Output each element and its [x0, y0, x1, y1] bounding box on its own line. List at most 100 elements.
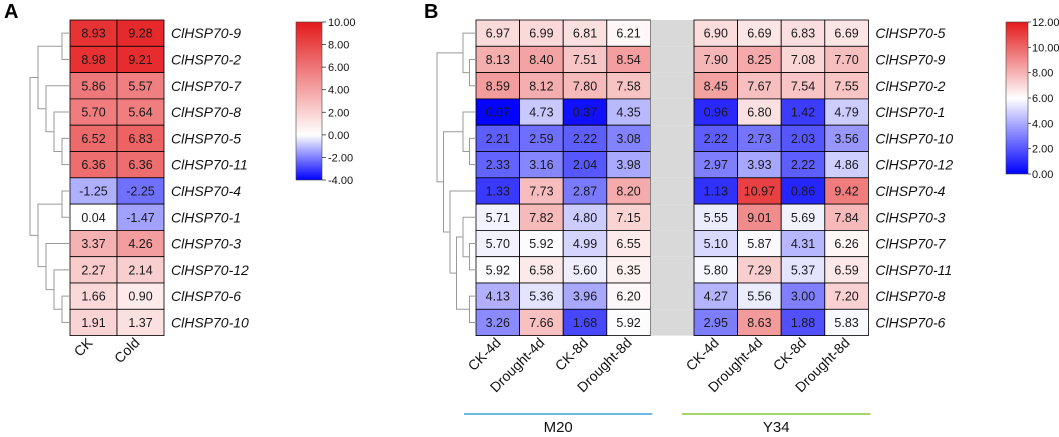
heatmap-cell — [824, 98, 869, 126]
legend-tick-label: 0.00 — [1032, 169, 1053, 181]
cell-value: 8.59 — [486, 79, 510, 93]
heatmap-cell — [606, 72, 651, 100]
cell-value: 0.37 — [573, 106, 597, 120]
heatmap-cell — [824, 45, 869, 73]
heatmap-cell — [824, 282, 869, 310]
cell-value: 6.90 — [704, 27, 728, 41]
cell-value: 9.28 — [128, 27, 152, 41]
row-label: ClHSP70-2 — [875, 78, 945, 94]
heatmap-cell — [824, 151, 869, 179]
heatmap-cell — [562, 19, 608, 47]
cell-value: 5.64 — [128, 106, 152, 120]
heatmap-cell — [780, 282, 826, 310]
column-label: CK — [71, 334, 97, 360]
cell-value: 6.52 — [81, 132, 105, 146]
heatmap-cell — [562, 229, 608, 258]
cell-value: 6.36 — [128, 158, 152, 172]
heatmap-cell — [116, 177, 165, 205]
heatmap-cell — [824, 124, 869, 152]
legend-tick-label: 2.00 — [328, 107, 349, 119]
legend-tick-label: 6.00 — [328, 62, 349, 74]
heatmap-cell — [475, 19, 520, 47]
heatmap-cell — [780, 256, 826, 284]
gap-cell — [650, 177, 694, 205]
row-label: ClHSP70-3 — [171, 236, 241, 252]
heatmap-cell — [116, 72, 165, 100]
cell-value: 1.91 — [81, 316, 105, 330]
group-label: M20 — [544, 419, 573, 436]
heatmap-cell — [116, 19, 165, 47]
heatmap-cell — [475, 282, 520, 310]
column-label: CK-8d — [552, 334, 591, 373]
color-legend-bar — [1005, 21, 1029, 175]
dendrogram-branch — [29, 77, 38, 236]
legend-tick-label: 0.00 — [328, 130, 349, 142]
cell-value: 10.97 — [744, 184, 775, 198]
cell-value: 7.90 — [704, 53, 728, 67]
cell-value: 8.63 — [747, 316, 771, 330]
cell-value: 6.83 — [128, 132, 152, 146]
heatmap-cell — [562, 177, 608, 205]
heatmap-cell — [737, 98, 782, 126]
cell-value: 2.04 — [573, 158, 597, 172]
cell-value: 2.22 — [704, 132, 728, 146]
cell-value: 2.21 — [486, 132, 510, 146]
cell-value: 4.31 — [791, 237, 815, 251]
heatmap-cell — [116, 308, 165, 336]
heatmap-cell — [606, 98, 651, 126]
cell-value: 3.26 — [486, 316, 510, 330]
heatmap-cell — [69, 308, 118, 336]
cell-value: 8.13 — [486, 53, 510, 67]
cell-value: 2.22 — [791, 158, 815, 172]
heatmap-cell — [737, 282, 782, 310]
heatmap-cell — [116, 151, 165, 179]
heatmap-cell — [737, 124, 782, 152]
heatmap-cell — [475, 203, 520, 231]
legend-tick-label: 10.00 — [1032, 42, 1059, 54]
cell-value: 5.56 — [747, 290, 771, 304]
dendrogram-branch — [61, 32, 70, 60]
heatmap-cell — [116, 256, 165, 284]
cell-value: 2.33 — [486, 158, 510, 172]
heatmap-cell — [606, 282, 651, 310]
dendrogram-branch — [469, 58, 476, 87]
cell-value: 2.97 — [704, 158, 728, 172]
cell-value: 8.20 — [616, 184, 640, 198]
row-label: ClHSP70-6 — [171, 288, 241, 304]
cell-value: 5.70 — [81, 106, 105, 120]
cell-value: 2.14 — [128, 263, 152, 277]
dendrogram-branch — [61, 295, 70, 323]
dendrogram-branch — [436, 52, 463, 183]
heatmap-cell — [737, 229, 782, 258]
row-label: ClHSP70-1 — [171, 209, 241, 225]
row-label: ClHSP70-4 — [875, 183, 945, 199]
cell-value: 6.69 — [834, 27, 858, 41]
cell-value: 7.66 — [529, 316, 553, 330]
group-label: Y34 — [763, 419, 790, 436]
cell-value: 3.00 — [791, 290, 815, 304]
heatmap-cell — [116, 203, 165, 231]
heatmap-cell — [562, 124, 608, 152]
heatmap-cell — [606, 19, 651, 47]
gap-cell — [650, 20, 694, 47]
cell-value: 8.40 — [529, 53, 553, 67]
dendrogram-branch — [45, 85, 70, 133]
heatmap-cell — [693, 45, 738, 73]
cell-value: 5.57 — [128, 79, 152, 93]
heatmap-cell — [693, 203, 738, 231]
cell-value: 1.33 — [486, 184, 510, 198]
cell-value: 1.42 — [791, 106, 815, 120]
heatmap-cell — [519, 124, 564, 152]
heatmap-cell — [116, 98, 165, 126]
heatmap-cell — [780, 98, 826, 126]
cell-value: 6.21 — [616, 27, 640, 41]
column-label: CK-8d — [770, 334, 809, 373]
heatmap-cell — [519, 72, 564, 100]
cell-value: 6.99 — [529, 27, 553, 41]
cell-value: 6.20 — [616, 290, 640, 304]
cell-value: 4.13 — [486, 290, 510, 304]
cell-value: 5.69 — [791, 211, 815, 225]
heatmap-cell — [69, 256, 118, 284]
cell-value: 5.92 — [529, 237, 553, 251]
column-label: Cold — [111, 334, 143, 366]
